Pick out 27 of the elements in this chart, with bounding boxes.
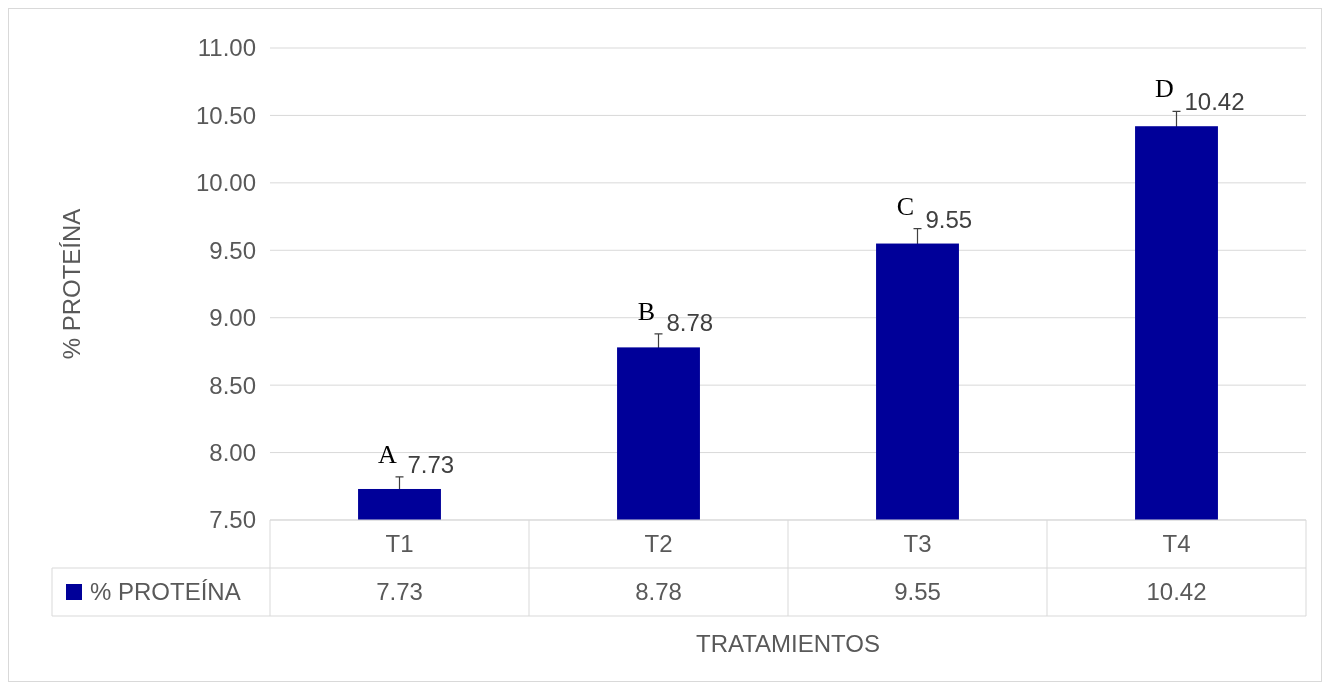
- annotation: 9.55: [925, 205, 973, 233]
- x-axis-title: TRATAMIENTOS: [695, 630, 881, 658]
- annotation: C: [896, 191, 915, 221]
- data-label: 7.73: [376, 578, 423, 606]
- annotation: 8.78: [666, 309, 714, 337]
- data-label: 10.42: [1146, 578, 1207, 606]
- y-tick-label: 10.50: [195, 101, 256, 129]
- legend-label: % PROTEÍNA: [90, 578, 241, 606]
- annotation: A: [378, 439, 398, 469]
- y-axis-title: % PROTEÍNA: [58, 208, 85, 360]
- x-tick-label: T3: [903, 530, 932, 558]
- x-tick-label: T4: [1162, 530, 1191, 558]
- y-tick-label: 8.00: [209, 438, 256, 466]
- y-tick-label: 11.00: [197, 34, 256, 62]
- data-label: 9.55: [894, 578, 941, 606]
- y-tick-label: 7.50: [209, 506, 256, 534]
- annotation: B: [637, 296, 656, 326]
- y-tick-label: 10.00: [195, 169, 256, 197]
- annotation: D: [1155, 74, 1174, 104]
- annotation: 10.42: [1184, 88, 1245, 116]
- y-tick-label: 9.00: [209, 304, 256, 332]
- x-tick-label: T2: [644, 530, 673, 558]
- y-tick-label: 9.50: [209, 236, 256, 264]
- y-tick-label: 8.50: [209, 371, 256, 399]
- x-tick-label: T1: [385, 530, 414, 558]
- annotation: 7.73: [407, 450, 455, 478]
- data-label: 8.78: [635, 578, 682, 606]
